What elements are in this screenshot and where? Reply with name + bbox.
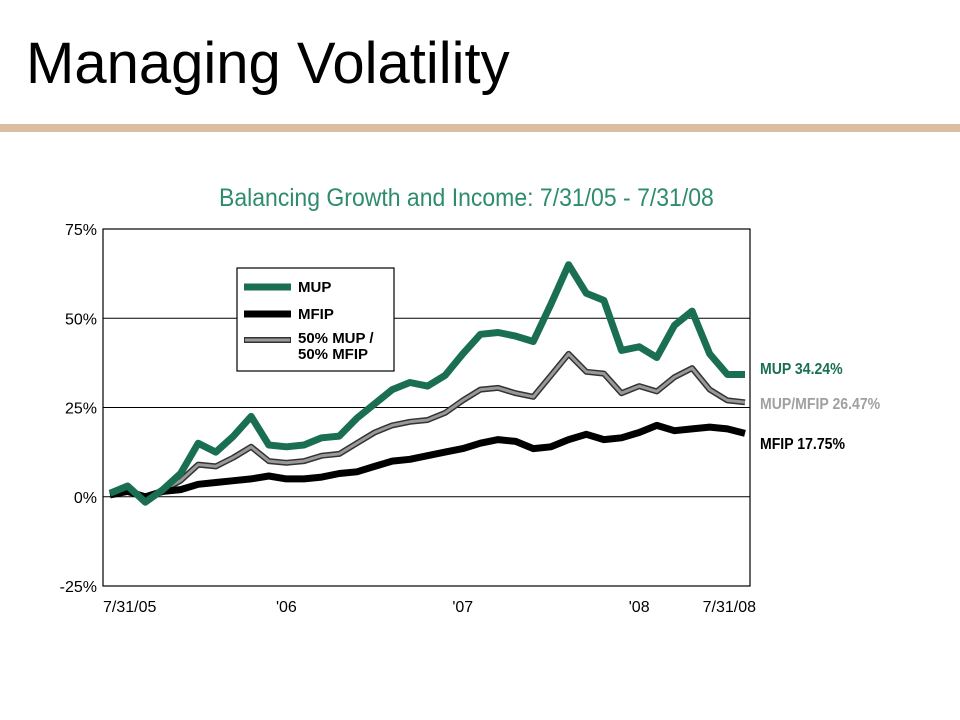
series-end-label: MFIP 17.75% xyxy=(760,435,845,453)
y-tick-label: 0% xyxy=(74,490,97,507)
legend-label-blend-line1: 50% MUP / xyxy=(298,330,374,347)
legend-label-blend-line2: 50% MFIP xyxy=(298,346,368,363)
y-tick-label: 50% xyxy=(65,311,97,328)
x-tick-label: '07 xyxy=(452,599,473,616)
title-divider xyxy=(0,124,960,132)
chart-title: Balancing Growth and Income: 7/31/05 - 7… xyxy=(219,184,714,212)
x-tick-label: '08 xyxy=(629,599,650,616)
slide-title: Managing Volatility xyxy=(26,31,510,96)
y-tick-label: 75% xyxy=(65,222,97,239)
y-tick-label: -25% xyxy=(60,579,97,596)
x-tick-label: 7/31/08 xyxy=(703,599,756,616)
series-line-blend xyxy=(109,352,746,502)
y-tick-label: 25% xyxy=(65,401,97,418)
series-end-label: MUP/MFIP 26.47% xyxy=(760,395,880,413)
legend-label-mfip: MFIP xyxy=(298,306,334,323)
legend-label-mup: MUP xyxy=(298,279,331,296)
series-end-label: MUP 34.24% xyxy=(760,360,843,378)
series-line-mfip xyxy=(109,421,746,501)
x-tick-label: '06 xyxy=(276,599,297,616)
x-tick-label: 7/31/05 xyxy=(103,599,156,616)
series-line-mup xyxy=(108,261,745,506)
